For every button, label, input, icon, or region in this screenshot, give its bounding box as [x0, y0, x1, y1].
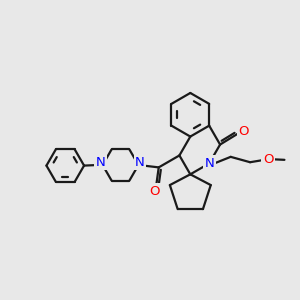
Text: O: O	[150, 185, 160, 198]
Text: O: O	[263, 153, 273, 166]
Text: N: N	[95, 155, 105, 169]
Text: N: N	[204, 157, 214, 170]
Text: O: O	[239, 125, 249, 138]
Text: N: N	[135, 155, 145, 169]
